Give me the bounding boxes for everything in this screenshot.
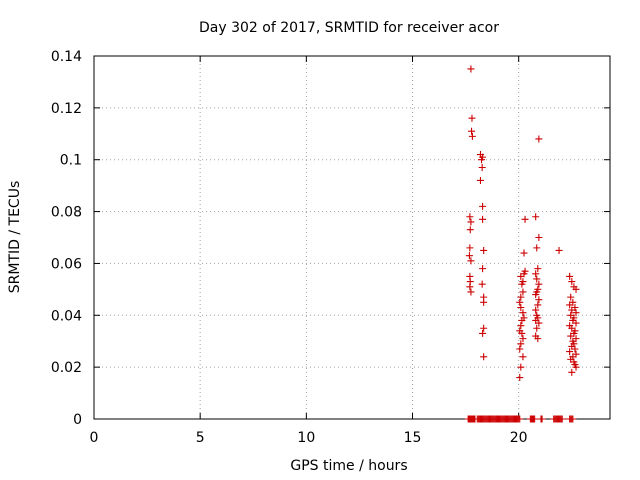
data-point — [568, 278, 576, 286]
data-point — [532, 270, 540, 278]
data-point — [572, 309, 580, 317]
data-point — [476, 176, 484, 184]
x-tick-label: 20 — [510, 430, 528, 446]
data-point — [480, 298, 488, 306]
data-point — [478, 280, 486, 288]
data-point — [571, 345, 579, 353]
data-point — [533, 324, 541, 332]
data-point — [535, 296, 543, 304]
data-point — [535, 319, 543, 327]
y-tick-label: 0.02 — [51, 360, 82, 376]
data-point — [566, 348, 574, 356]
data-point — [567, 293, 575, 301]
data-point — [468, 114, 476, 122]
data-point — [480, 353, 488, 361]
data-point — [518, 316, 526, 324]
data-point — [534, 301, 542, 309]
data-point — [520, 249, 528, 257]
data-point — [534, 335, 542, 343]
data-point — [538, 415, 546, 423]
axis-ticks: 0 5 10 15 20 0 0.02 0.04 0.06 0.08 0.1 0.12 0.14 — [51, 49, 610, 446]
data-point — [521, 215, 529, 223]
data-points — [464, 65, 580, 423]
x-tick-label: 15 — [404, 430, 422, 446]
data-point — [555, 246, 563, 254]
data-point — [571, 361, 579, 369]
data-point — [516, 298, 524, 306]
y-tick-label: 0.06 — [51, 256, 82, 272]
data-point — [518, 329, 526, 337]
x-tick-label: 0 — [90, 430, 99, 446]
data-point — [468, 127, 476, 135]
data-point — [479, 329, 487, 337]
data-point — [532, 213, 540, 221]
data-point — [532, 291, 540, 299]
data-point — [572, 285, 580, 293]
data-point — [466, 226, 474, 234]
data-point — [519, 335, 527, 343]
grid-lines — [94, 56, 610, 419]
data-point — [467, 65, 475, 73]
data-point — [479, 215, 487, 223]
data-point — [467, 257, 475, 265]
data-point — [558, 415, 566, 423]
chart-title: Day 302 of 2017, SRMTID for receiver aco… — [199, 20, 499, 36]
data-point — [568, 306, 576, 314]
data-point — [566, 301, 574, 309]
data-point — [467, 288, 475, 296]
data-point — [531, 415, 539, 423]
data-point — [516, 415, 524, 423]
data-point — [466, 283, 474, 291]
data-point — [480, 246, 488, 254]
data-point — [517, 304, 525, 312]
data-point — [535, 280, 543, 288]
data-point — [517, 363, 525, 371]
x-tick-label: 10 — [297, 430, 315, 446]
data-point — [534, 265, 542, 273]
data-point — [480, 324, 488, 332]
data-point — [568, 368, 576, 376]
y-tick-label: 0.12 — [51, 101, 82, 117]
y-tick-label: 0.04 — [51, 308, 82, 324]
data-point — [532, 306, 540, 314]
data-point — [517, 293, 525, 301]
data-point — [517, 340, 525, 348]
data-point — [535, 135, 543, 143]
data-point — [535, 234, 543, 241]
y-axis-label: SRMTID / TECUs — [7, 181, 23, 294]
data-point — [466, 213, 474, 221]
data-point — [467, 218, 475, 226]
plot-frame — [93, 55, 611, 420]
data-point — [519, 309, 527, 317]
y-tick-label: 0.08 — [51, 205, 82, 221]
data-point — [567, 355, 575, 363]
y-tick-label: 0.1 — [60, 153, 82, 169]
data-point — [516, 345, 524, 353]
y-tick-label: 0.14 — [51, 49, 82, 65]
x-tick-label: 5 — [196, 430, 205, 446]
y-tick-label: 0 — [73, 412, 82, 428]
data-point — [478, 163, 486, 171]
data-point — [479, 153, 487, 161]
data-point — [479, 202, 487, 210]
data-point — [466, 244, 474, 252]
data-point — [533, 275, 541, 283]
data-point — [520, 270, 528, 278]
data-point — [517, 322, 525, 330]
data-point — [569, 415, 577, 423]
data-point — [572, 319, 580, 327]
data-point — [519, 353, 527, 361]
data-point — [567, 332, 575, 340]
data-point — [572, 350, 580, 358]
data-point — [519, 288, 527, 296]
data-point — [468, 132, 476, 140]
data-point — [533, 244, 541, 252]
data-point — [566, 272, 574, 280]
data-point — [516, 374, 524, 382]
data-point — [465, 252, 473, 260]
data-point — [518, 280, 526, 288]
x-axis-label: GPS time / hours — [290, 458, 407, 474]
data-point — [479, 265, 487, 273]
